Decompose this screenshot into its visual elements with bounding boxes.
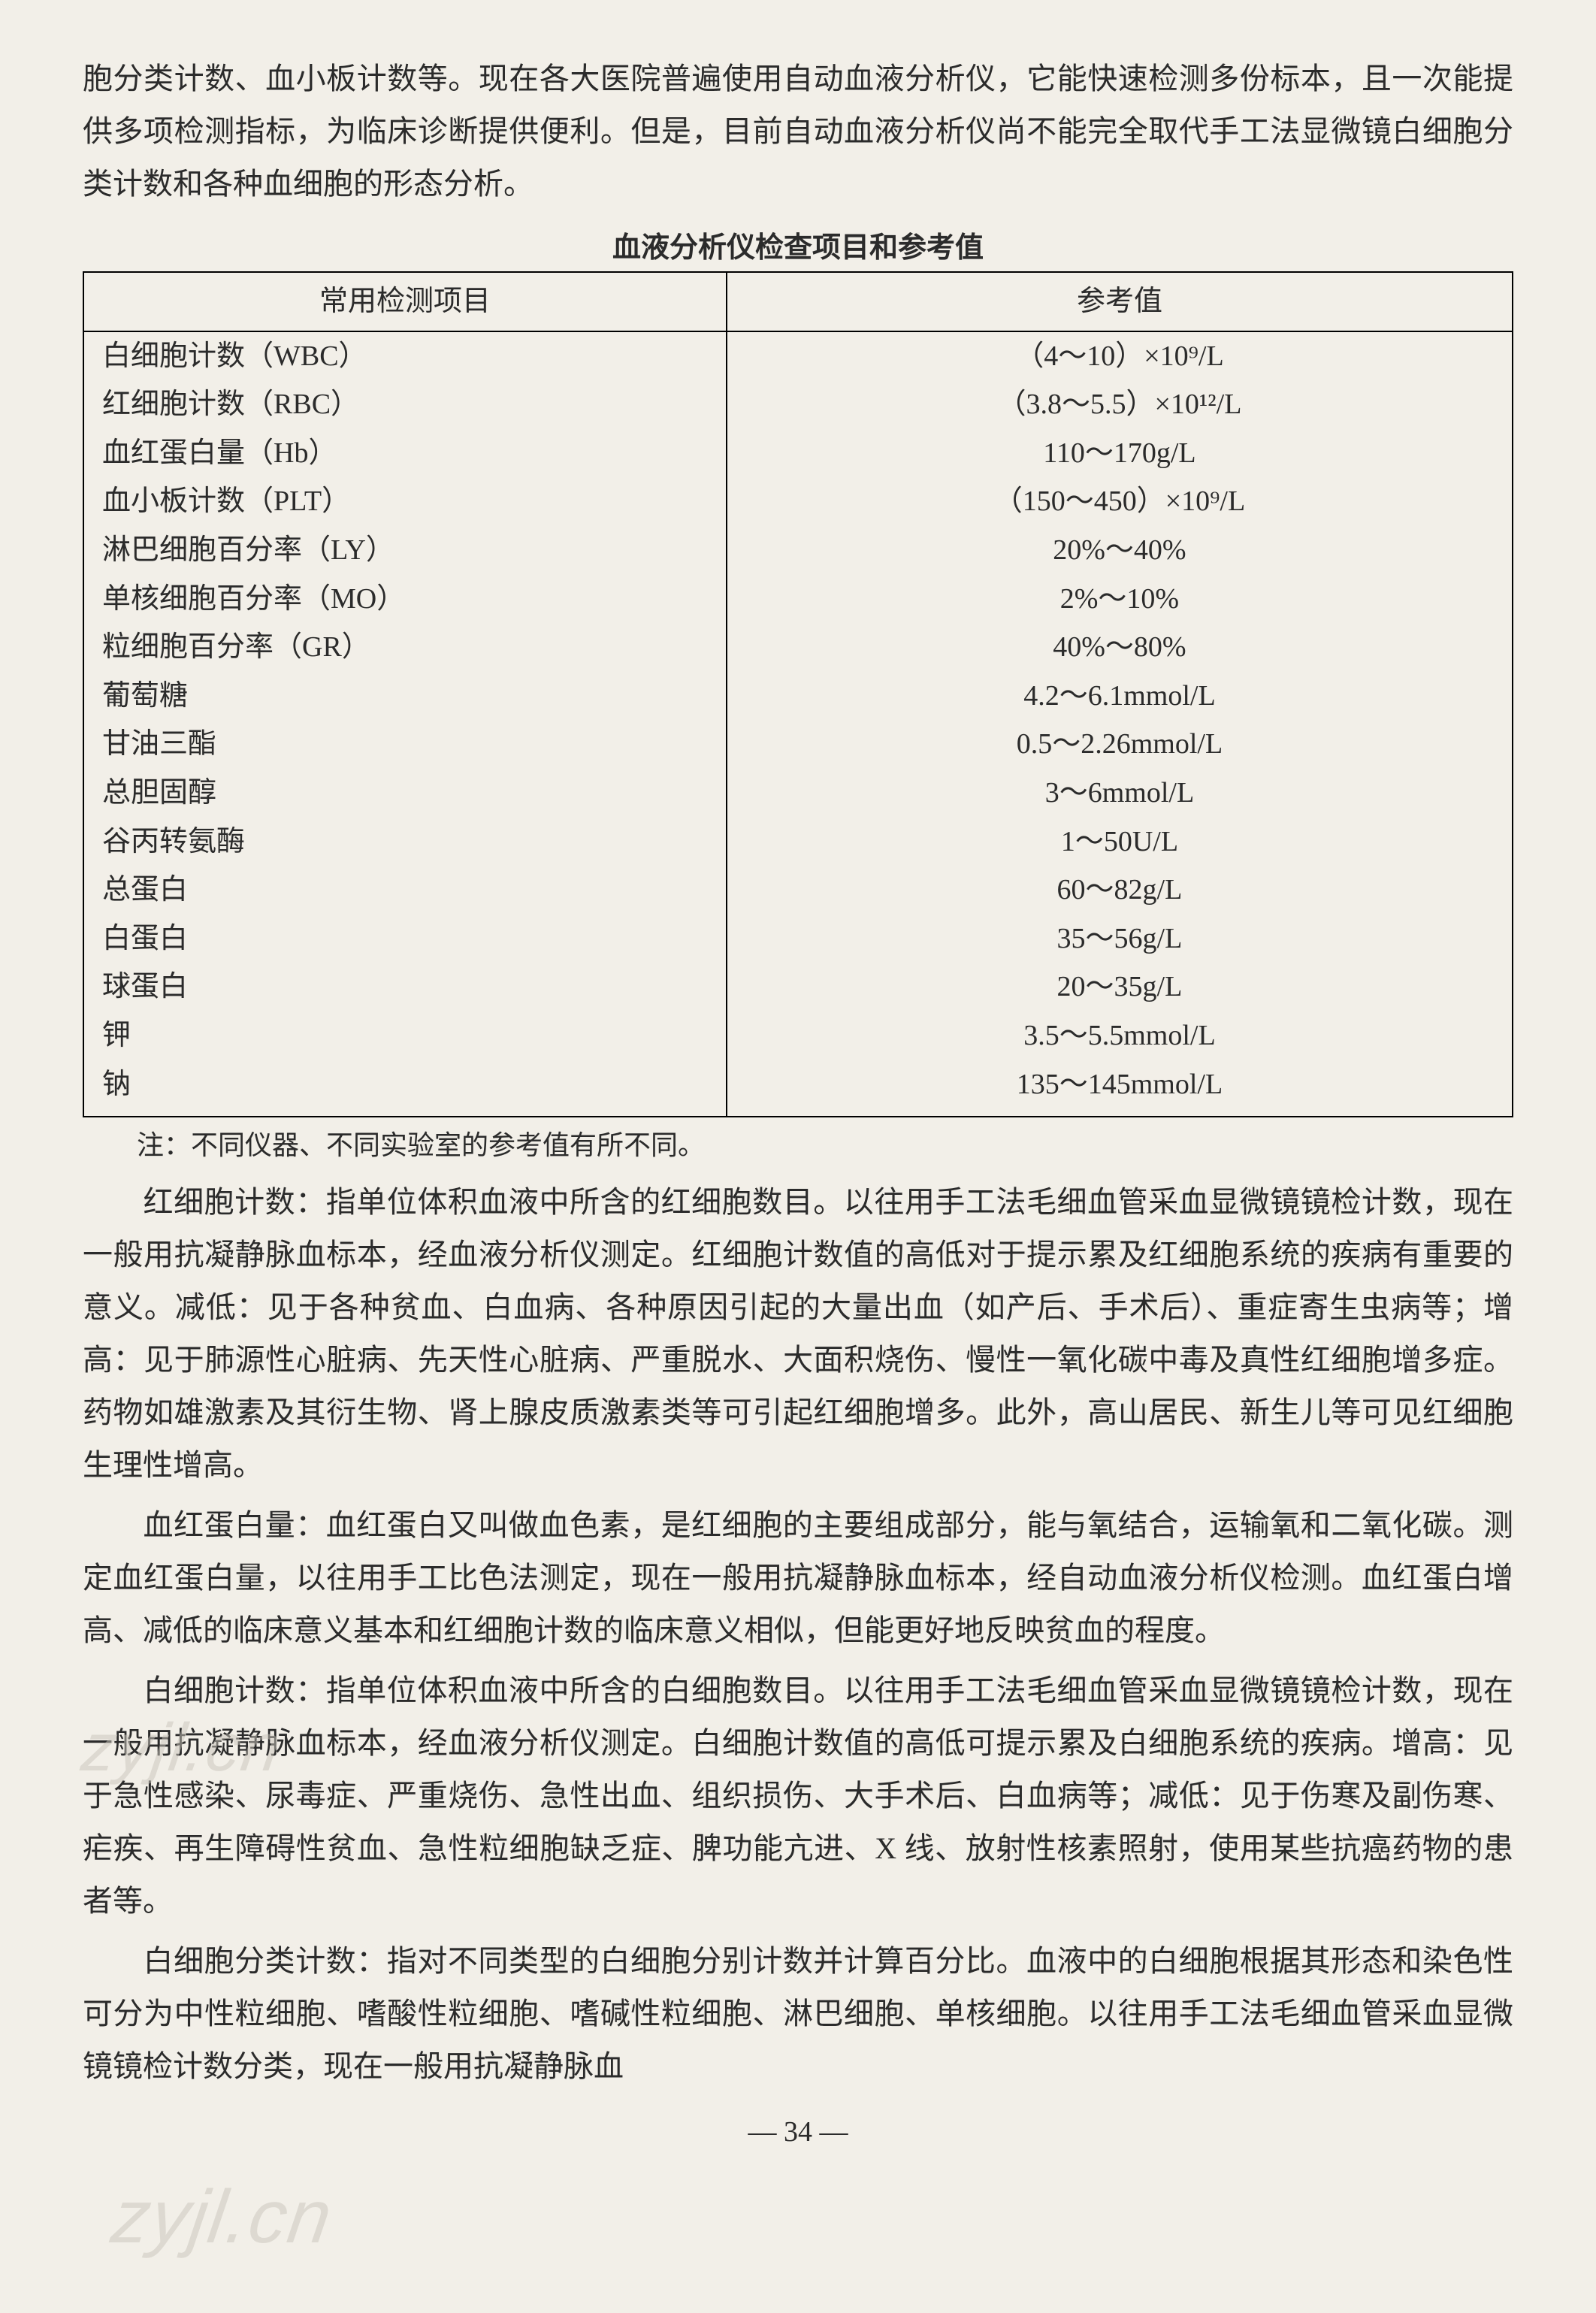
- table-cell-ref: （4～10）×10⁹/L: [727, 331, 1513, 381]
- table-cell-ref: 60～82g/L: [727, 866, 1513, 915]
- table-row: 单核细胞百分率（MO）2%～10%: [83, 575, 1513, 624]
- table-cell-ref: 20～35g/L: [727, 963, 1513, 1011]
- table-cell-item: 葡萄糖: [83, 672, 727, 721]
- table-cell-ref: 40%～80%: [727, 623, 1513, 672]
- table-header-row: 常用检测项目 参考值: [83, 272, 1513, 331]
- paragraph-rbc: 红细胞计数：指单位体积血液中所含的红细胞数目。以往用手工法毛细血管采血显微镜镜检…: [83, 1176, 1513, 1492]
- table-cell-item: 甘油三酯: [83, 720, 727, 769]
- table-cell-ref: （150～450）×10⁹/L: [727, 477, 1513, 526]
- table-cell-ref: 2%～10%: [727, 575, 1513, 624]
- paragraph-diff: 白细胞分类计数：指对不同类型的白细胞分别计数并计算百分比。血液中的白细胞根据其形…: [83, 1935, 1513, 2093]
- table-cell-ref: 135～145mmol/L: [727, 1060, 1513, 1117]
- table-cell-ref: 3.5～5.5mmol/L: [727, 1011, 1513, 1060]
- table-cell-item: 单核细胞百分率（MO）: [83, 575, 727, 624]
- table-row: 总蛋白60～82g/L: [83, 866, 1513, 915]
- table-cell-item: 血小板计数（PLT）: [83, 477, 727, 526]
- table-cell-item: 钾: [83, 1011, 727, 1060]
- table-cell-item: 血红蛋白量（Hb）: [83, 429, 727, 478]
- intro-paragraph: 胞分类计数、血小板计数等。现在各大医院普遍使用自动血液分析仪，它能快速检测多份标…: [83, 53, 1513, 210]
- table-cell-item: 总胆固醇: [83, 769, 727, 818]
- paragraph-text: 白细胞计数：指单位体积血液中所含的白细胞数目。以往用手工法毛细血管采血显微镜镜检…: [83, 1674, 1513, 1918]
- table-cell-ref: 35～56g/L: [727, 915, 1513, 963]
- table-row: 粒细胞百分率（GR）40%～80%: [83, 623, 1513, 672]
- watermark-icon: zyjl.cn: [107, 2174, 338, 2260]
- table-cell-ref: 3～6mmol/L: [727, 769, 1513, 818]
- table-cell-ref: 4.2～6.1mmol/L: [727, 672, 1513, 721]
- paragraph-text: 白细胞分类计数：指对不同类型的白细胞分别计数并计算百分比。血液中的白细胞根据其形…: [83, 1944, 1513, 2083]
- paragraph-text: 血红蛋白量：血红蛋白又叫做血色素，是红细胞的主要组成部分，能与氧结合，运输氧和二…: [83, 1508, 1513, 1647]
- table-row: 葡萄糖4.2～6.1mmol/L: [83, 672, 1513, 721]
- table-row: 总胆固醇3～6mmol/L: [83, 769, 1513, 818]
- table-row: 白细胞计数（WBC）（4～10）×10⁹/L: [83, 331, 1513, 381]
- paragraph-hb: 血红蛋白量：血红蛋白又叫做血色素，是红细胞的主要组成部分，能与氧结合，运输氧和二…: [83, 1499, 1513, 1657]
- table-row: 甘油三酯0.5～2.26mmol/L: [83, 720, 1513, 769]
- page-container: 胞分类计数、血小板计数等。现在各大医院普遍使用自动血液分析仪，它能快速检测多份标…: [0, 0, 1596, 2313]
- table-row: 钾3.5～5.5mmol/L: [83, 1011, 1513, 1060]
- table-row: 红细胞计数（RBC）（3.8～5.5）×10¹²/L: [83, 380, 1513, 429]
- table-cell-ref: 0.5～2.26mmol/L: [727, 720, 1513, 769]
- table-row: 血小板计数（PLT）（150～450）×10⁹/L: [83, 477, 1513, 526]
- table-row: 钠135～145mmol/L: [83, 1060, 1513, 1117]
- table-cell-item: 总蛋白: [83, 866, 727, 915]
- page-number: — 34 —: [83, 2115, 1513, 2148]
- table-header-right: 参考值: [727, 272, 1513, 331]
- table-cell-item: 球蛋白: [83, 963, 727, 1011]
- table-row: 淋巴细胞百分率（LY）20%～40%: [83, 526, 1513, 575]
- table-note: 注：不同仪器、不同实验室的参考值有所不同。: [83, 1123, 1513, 1163]
- table-cell-ref: 20%～40%: [727, 526, 1513, 575]
- table-header-left: 常用检测项目: [83, 272, 727, 331]
- table-title: 血液分析仪检查项目和参考值: [83, 224, 1513, 265]
- table-cell-ref: （3.8～5.5）×10¹²/L: [727, 380, 1513, 429]
- table-row: 白蛋白35～56g/L: [83, 915, 1513, 963]
- table-cell-ref: 1～50U/L: [727, 818, 1513, 866]
- reference-table: 常用检测项目 参考值 白细胞计数（WBC）（4～10）×10⁹/L 红细胞计数（…: [83, 271, 1513, 1117]
- table-body: 白细胞计数（WBC）（4～10）×10⁹/L 红细胞计数（RBC）（3.8～5.…: [83, 331, 1513, 1117]
- paragraph-text: 胞分类计数、血小板计数等。现在各大医院普遍使用自动血液分析仪，它能快速检测多份标…: [83, 62, 1513, 201]
- table-row: 血红蛋白量（Hb）110～170g/L: [83, 429, 1513, 478]
- table-cell-item: 白蛋白: [83, 915, 727, 963]
- table-cell-item: 红细胞计数（RBC）: [83, 380, 727, 429]
- table-row: 球蛋白20～35g/L: [83, 963, 1513, 1011]
- table-cell-item: 白细胞计数（WBC）: [83, 331, 727, 381]
- paragraph-text: 红细胞计数：指单位体积血液中所含的红细胞数目。以往用手工法毛细血管采血显微镜镜检…: [83, 1185, 1513, 1482]
- table-cell-item: 钠: [83, 1060, 727, 1117]
- table-cell-item: 谷丙转氨酶: [83, 818, 727, 866]
- table-row: 谷丙转氨酶1～50U/L: [83, 818, 1513, 866]
- paragraph-wbc: 白细胞计数：指单位体积血液中所含的白细胞数目。以往用手工法毛细血管采血显微镜镜检…: [83, 1664, 1513, 1928]
- table-cell-item: 淋巴细胞百分率（LY）: [83, 526, 727, 575]
- table-cell-item: 粒细胞百分率（GR）: [83, 623, 727, 672]
- table-cell-ref: 110～170g/L: [727, 429, 1513, 478]
